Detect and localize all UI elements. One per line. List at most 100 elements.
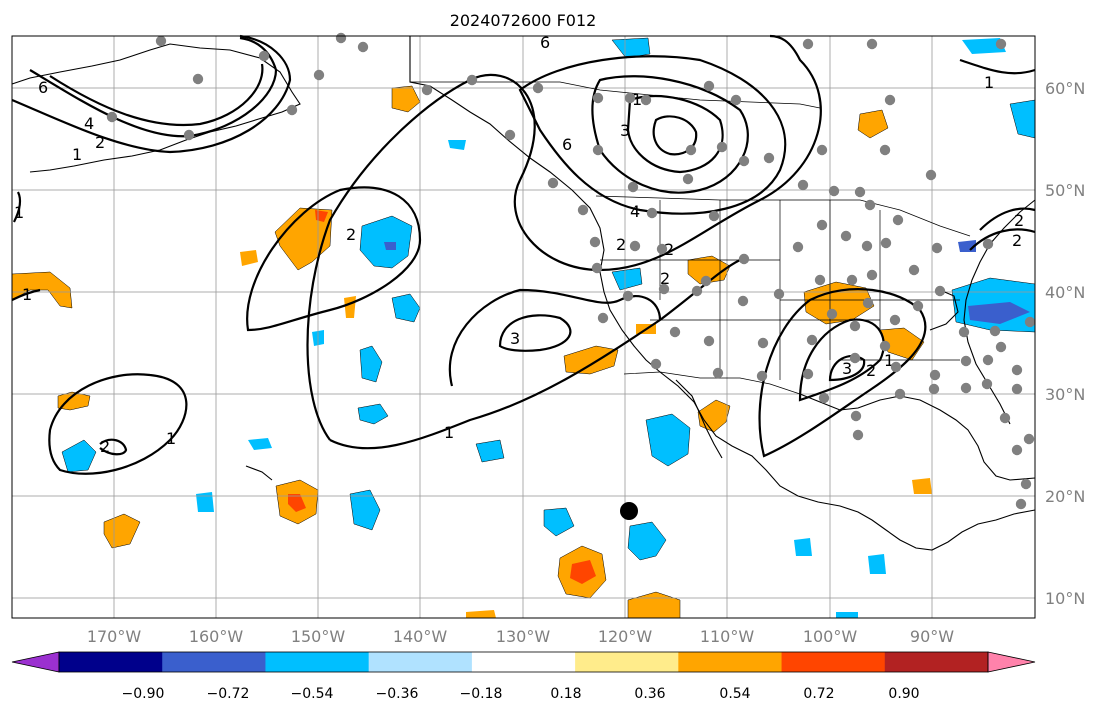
contour-label: 1 [72,145,82,164]
anomaly-patch [857,109,889,139]
station-dot [981,378,993,390]
station-dot [880,237,892,249]
contour-label: 4 [84,114,94,133]
station-dot [840,230,852,242]
station-dot [592,144,604,156]
colorbar-segment [471,652,576,672]
contour-label: 3 [620,121,630,140]
contour-label: 2 [1012,231,1022,250]
lat-label: 20°N [1045,487,1085,506]
contour-line [798,318,885,402]
anomaly-patch [57,391,91,411]
station-dot [861,240,873,252]
colorbar-segment [884,652,989,672]
station-dot [802,368,814,380]
station-dot [892,214,904,226]
station-dot [912,300,924,312]
station-dot [846,274,858,286]
anomaly-patch [836,612,858,618]
lon-label: 160°W [189,627,244,646]
station-dot [1020,478,1032,490]
colorbar-segment [162,652,266,672]
lon-label: 150°W [291,627,346,646]
contour-label: 2 [95,133,105,152]
anomaly-patch [697,399,731,433]
anomaly-patch-strong [570,560,596,584]
contour-label: 1 [984,73,994,92]
station-dot [286,104,298,116]
station-dot [879,340,891,352]
contour-label: 2 [664,240,674,259]
anomaly-patch-strong [288,494,306,512]
hawaii [245,465,273,481]
anomaly-patch [349,489,381,531]
anomaly-patch [912,478,932,494]
station-dot [792,241,804,253]
station-dot [929,369,941,381]
anomaly-patch [687,255,731,285]
colorbar-tick-label: −0.90 [122,686,165,702]
contour-line [49,63,264,126]
station-dot [712,367,724,379]
station-dot [866,269,878,281]
anomaly-patch [466,610,496,618]
map-frame [11,35,1036,619]
contour-label: 2 [346,225,356,244]
map-title: 2024072600 F012 [450,11,597,30]
station-dot [989,325,1001,337]
station-dot [862,297,874,309]
anomaly-patch [103,513,141,549]
station-dot [1023,433,1035,445]
contour-line [969,228,1036,251]
graticule [12,36,1035,618]
station-dot [106,111,118,123]
contour-label: 6 [562,135,572,154]
lat-label: 30°N [1045,385,1085,404]
lat-label: 50°N [1045,181,1085,200]
station-dot [737,295,749,307]
station-dot [995,341,1007,353]
anomaly-patch [240,250,258,266]
lon-label: 130°W [496,627,551,646]
station-dot [656,243,668,255]
station-dot [703,335,715,347]
anomaly-patch [962,38,1006,54]
station-dot [884,94,896,106]
contour-line [99,438,128,456]
contour-line [626,94,724,174]
station-dot [816,144,828,156]
colorbar-tick-label: 0.54 [719,686,750,702]
station-dot [1011,383,1023,395]
anomaly-patch [627,521,667,561]
station-dot [802,38,814,50]
station-dot [1011,444,1023,456]
station-dot [669,326,681,338]
station-dot [866,38,878,50]
anomaly-patch [196,492,214,512]
station-dot [192,73,204,85]
colorbar-tick-label: −0.18 [460,686,503,702]
station-dot [708,210,720,222]
baja-coast [675,379,723,459]
station-dot [650,358,662,370]
anomaly-patch [357,403,389,425]
station-dot [532,82,544,94]
anomaly-patch [563,345,619,375]
contour-line [13,191,22,223]
anomaly-patch [448,140,466,150]
contour-label: 1 [444,423,454,442]
lon-label: 110°W [700,627,755,646]
station-dot [738,253,750,265]
station-dot [928,383,940,395]
contour-label: 1 [884,351,894,370]
colorbar-segment [781,652,886,672]
contour-label: 6 [38,78,48,97]
station-dot [627,181,639,193]
station-dot [960,355,972,367]
anomaly-patch [391,85,421,113]
station-dot [730,94,742,106]
latitude-axis: 60°N 50°N 40°N 30°N 20°N 10°N [1045,79,1085,608]
anomaly-patch [248,438,272,450]
contour-line [246,186,422,332]
contour-line [11,34,292,154]
